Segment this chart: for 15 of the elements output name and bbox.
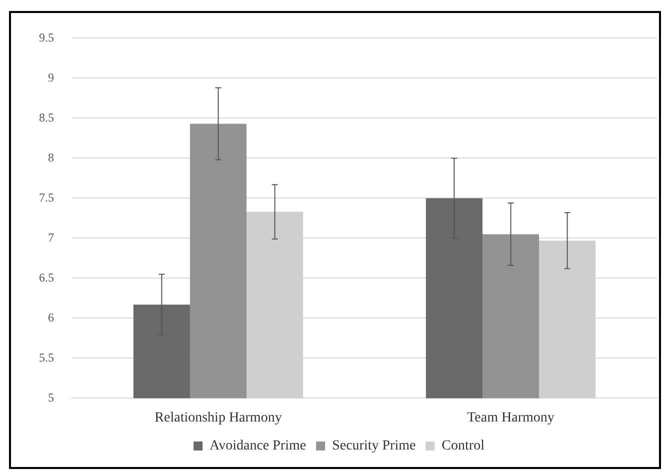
y-tick-label: 9.5 [39, 30, 54, 44]
y-tick-label: 7 [48, 230, 54, 244]
legend-label: Avoidance Prime [210, 438, 306, 454]
x-tick-label: Team Harmony [467, 410, 554, 426]
y-tick-label: 9 [48, 70, 54, 84]
y-tick-label: 8 [48, 150, 54, 164]
y-tick-label: 8.5 [39, 110, 54, 124]
legend-label: Security Prime [332, 438, 416, 454]
y-tick-label: 6 [48, 310, 54, 324]
x-tick-label: Relationship Harmony [154, 410, 282, 426]
y-tick-label: 6.5 [39, 270, 54, 284]
y-tick-label: 7.5 [39, 190, 54, 204]
y-tick-label: 5 [48, 390, 54, 404]
y-tick-label: 5.5 [39, 350, 54, 364]
legend-label: Control [442, 438, 485, 454]
